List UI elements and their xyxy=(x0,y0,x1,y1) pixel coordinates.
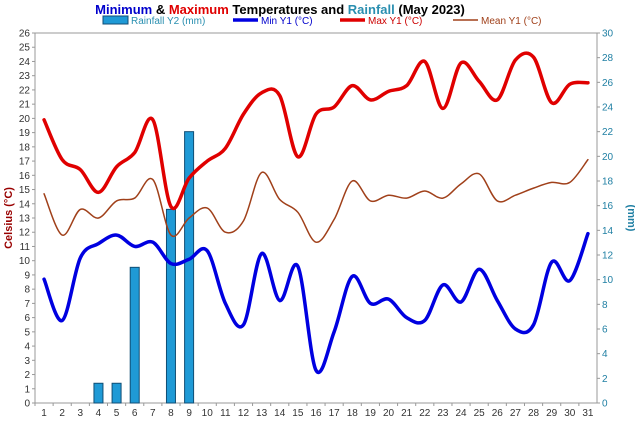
rainfall-bar xyxy=(165,208,176,404)
x-tick-label: 28 xyxy=(528,408,540,419)
x-tick-label: 25 xyxy=(474,408,486,419)
y-right-tick-label: 20 xyxy=(602,152,614,163)
y-right-tick-label: 4 xyxy=(602,349,608,360)
x-tick-label: 22 xyxy=(419,408,431,419)
y-right-tick-label: 18 xyxy=(602,177,614,188)
x-tick-label: 4 xyxy=(96,408,102,419)
x-tick-label: 7 xyxy=(150,408,156,419)
x-tick-label: 20 xyxy=(383,408,395,419)
x-tick-label: 6 xyxy=(132,408,138,419)
y-left-tick-label: 22 xyxy=(19,85,31,96)
rainfall-bar xyxy=(184,131,195,404)
y-left-tick-label: 17 xyxy=(19,157,31,168)
x-tick-label: 29 xyxy=(546,408,558,419)
y-left-tick-label: 1 xyxy=(24,384,30,395)
rainfall-bar xyxy=(111,382,122,404)
y-left-tick-label: 20 xyxy=(19,114,31,125)
x-tick-label: 18 xyxy=(347,408,359,419)
x-tick-label: 21 xyxy=(401,408,413,419)
chart-title-part-0: Minimum xyxy=(95,2,152,17)
x-tick-label: 16 xyxy=(310,408,322,419)
x-tick-label: 12 xyxy=(238,408,250,419)
x-tick-label: 5 xyxy=(114,408,120,419)
min-temp-line xyxy=(42,231,590,375)
chart-title-part-1: & xyxy=(152,2,169,17)
x-tick-label: 9 xyxy=(186,408,192,419)
y-right-tick-label: 12 xyxy=(602,251,614,262)
y-left-tick-label: 2 xyxy=(24,370,30,381)
x-tick-label: 10 xyxy=(202,408,214,419)
mean-temp-line xyxy=(43,158,589,243)
y-left-tick-label: 9 xyxy=(24,270,30,281)
legend-label: Min Y1 (°C) xyxy=(261,16,313,27)
x-tick-label: 11 xyxy=(220,408,231,419)
chart-title: Minimum & Maximum Temperatures and Rainf… xyxy=(95,2,465,17)
x-tick-label: 26 xyxy=(492,408,504,419)
x-tick-label: 17 xyxy=(329,408,341,419)
x-tick-label: 2 xyxy=(59,408,65,419)
legend-label: Max Y1 (°C) xyxy=(368,16,422,27)
y-left-tick-label: 24 xyxy=(19,57,31,68)
x-tick-label: 1 xyxy=(41,408,47,419)
x-tick-label: 14 xyxy=(274,408,286,419)
legend-label: Mean Y1 (°C) xyxy=(481,16,542,27)
legend-label: Rainfall Y2 (mm) xyxy=(131,16,205,27)
y-left-tick-label: 25 xyxy=(19,43,31,54)
x-tick-label: 15 xyxy=(292,408,304,419)
y-left-tick-label: 8 xyxy=(24,285,30,296)
x-tick-label: 31 xyxy=(582,408,594,419)
y-right-tick-label: 22 xyxy=(602,127,614,138)
x-tick-label: 30 xyxy=(564,408,576,419)
y-left-tick-label: 7 xyxy=(24,299,30,310)
chart-title-part-5: (May 2023) xyxy=(395,2,465,17)
y-right-tick-label: 6 xyxy=(602,325,608,336)
y-right-tick-label: 26 xyxy=(602,78,614,89)
y-left-tick-label: 14 xyxy=(19,199,31,210)
y-right-axis-label: (mm) xyxy=(625,205,635,232)
y-left-tick-label: 10 xyxy=(19,256,31,267)
y-left-tick-label: 15 xyxy=(19,185,31,196)
y-left-tick-label: 19 xyxy=(19,128,31,139)
x-tick-label: 13 xyxy=(256,408,268,419)
rainfall-bar xyxy=(129,266,140,404)
y-left-axis-label: Celsius (°C) xyxy=(3,187,15,249)
chart-title-part-4: Rainfall xyxy=(348,2,395,17)
y-right-tick-label: 0 xyxy=(602,399,608,410)
x-tick-label: 19 xyxy=(365,408,377,419)
y-left-tick-label: 13 xyxy=(19,214,31,225)
y-left-tick-label: 12 xyxy=(19,228,31,239)
max-temp-line xyxy=(42,51,590,211)
plot-area-border xyxy=(34,32,598,404)
x-tick-label: 24 xyxy=(455,408,467,419)
y-left-tick-label: 5 xyxy=(24,327,30,338)
chart-title-part-3: Temperatures and xyxy=(229,2,348,17)
y-right-tick-label: 30 xyxy=(602,29,614,40)
legend-swatch-rainfall xyxy=(102,15,129,25)
x-tick-label: 27 xyxy=(510,408,522,419)
y-left-tick-label: 21 xyxy=(19,100,31,111)
y-left-tick-label: 18 xyxy=(19,142,31,153)
y-right-tick-label: 2 xyxy=(602,374,608,385)
y-left-tick-label: 4 xyxy=(24,342,30,353)
y-right-tick-label: 14 xyxy=(602,226,614,237)
y-left-tick-label: 0 xyxy=(24,399,30,410)
x-tick-label: 3 xyxy=(78,408,84,419)
y-left-tick-label: 26 xyxy=(19,29,31,40)
y-left-tick-label: 16 xyxy=(19,171,31,182)
y-left-tick-label: 3 xyxy=(24,356,30,367)
x-tick-label: 8 xyxy=(168,408,174,419)
y-left-tick-label: 11 xyxy=(20,242,31,253)
y-right-tick-label: 16 xyxy=(602,201,614,212)
y-right-tick-label: 8 xyxy=(602,300,608,311)
y-right-tick-label: 10 xyxy=(602,275,614,286)
chart-title-part-2: Maximum xyxy=(169,2,229,17)
x-tick-label: 23 xyxy=(437,408,449,419)
y-right-tick-label: 24 xyxy=(602,103,614,114)
y-left-tick-label: 6 xyxy=(24,313,30,324)
rainfall-bar xyxy=(93,382,104,404)
y-right-tick-label: 28 xyxy=(602,53,614,64)
y-left-tick-label: 23 xyxy=(19,71,31,82)
